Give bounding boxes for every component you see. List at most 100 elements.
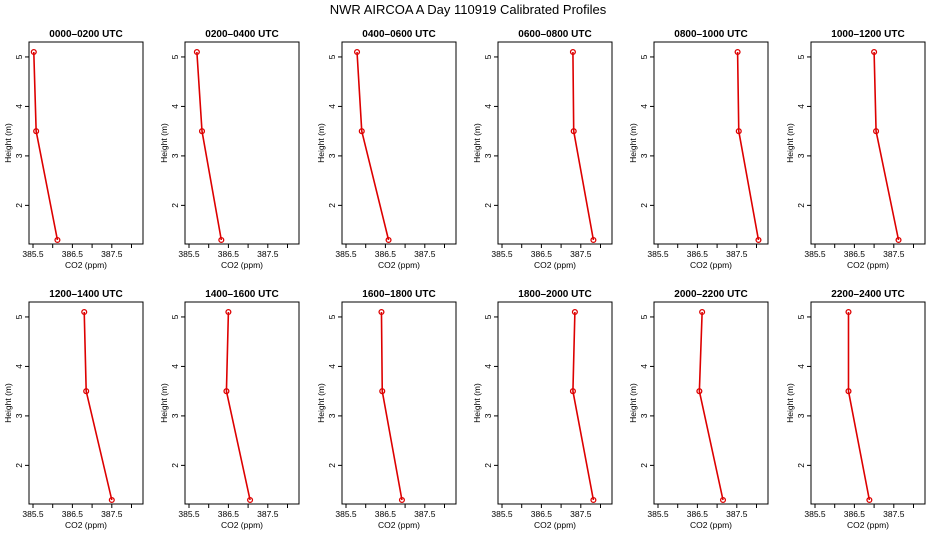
y-tick-label: 3 — [14, 153, 24, 158]
plot-frame — [497, 301, 613, 505]
profile-line — [196, 51, 223, 241]
y-axis-label: Height (m) — [628, 383, 638, 423]
panel-title: 0600–0800 UTC — [518, 29, 591, 40]
y-tick-label: 5 — [639, 314, 649, 319]
y-tick-label: 5 — [483, 314, 493, 319]
plot-frame — [653, 301, 769, 505]
x-axis-label: CO2 (ppm) — [221, 520, 263, 530]
y-axis-label: Height (m) — [785, 383, 795, 423]
profile-line — [83, 311, 113, 501]
plot-frame — [28, 301, 144, 505]
data-point — [755, 236, 762, 244]
data-point — [247, 496, 254, 504]
y-tick-label: 5 — [639, 54, 649, 59]
y-tick-label: 3 — [483, 413, 493, 418]
y-tick-label: 5 — [14, 54, 24, 59]
panel-title: 1800–2000 UTC — [518, 289, 591, 300]
y-axis-label: Height (m) — [472, 123, 482, 163]
y-tick-label: 2 — [796, 463, 806, 468]
y-axis-label: Height (m) — [785, 123, 795, 163]
data-point — [590, 496, 597, 504]
x-tick-label: 386.5 — [844, 249, 866, 259]
y-tick-label: 3 — [639, 153, 649, 158]
y-tick-label: 2 — [639, 463, 649, 468]
x-axis-label: CO2 (ppm) — [65, 520, 107, 530]
x-tick-label: 386.5 — [62, 249, 84, 259]
data-point — [569, 388, 576, 395]
y-tick-label: 2 — [14, 463, 24, 468]
y-tick-label: 2 — [327, 463, 337, 468]
y-tick-label: 4 — [483, 104, 493, 109]
y-axis-label: Height (m) — [159, 383, 169, 423]
data-point — [198, 128, 206, 135]
x-tick-label: 387.5 — [414, 509, 436, 519]
x-tick-label: 385.5 — [647, 249, 669, 259]
x-axis-label: CO2 (ppm) — [847, 520, 889, 530]
y-tick-label: 5 — [170, 54, 180, 59]
profile-line — [736, 51, 760, 241]
y-tick-label: 4 — [14, 104, 24, 109]
x-tick-label: 386.5 — [62, 509, 84, 519]
data-point — [379, 388, 386, 395]
x-tick-label: 385.5 — [804, 509, 826, 519]
x-tick-label: 386.5 — [531, 249, 553, 259]
x-tick-label: 387.5 — [570, 249, 592, 259]
y-tick-label: 3 — [796, 413, 806, 418]
panel-title: 1000–1200 UTC — [831, 29, 904, 40]
y-tick-label: 2 — [170, 203, 180, 208]
data-point — [54, 236, 61, 244]
plot-frame — [653, 41, 769, 245]
y-axis-label: Height (m) — [628, 123, 638, 163]
data-point — [30, 48, 37, 56]
y-tick-label: 4 — [327, 104, 337, 109]
data-point — [696, 388, 703, 395]
data-point — [571, 308, 578, 316]
y-axis-label: Height (m) — [3, 123, 13, 163]
data-point — [873, 128, 880, 135]
x-axis-label: CO2 (ppm) — [378, 520, 420, 530]
data-point — [845, 388, 852, 395]
y-tick-label: 5 — [483, 54, 493, 59]
y-tick-label: 3 — [170, 413, 180, 418]
x-tick-label: 387.5 — [883, 509, 905, 519]
data-point — [866, 496, 873, 504]
x-tick-label: 386.5 — [687, 509, 709, 519]
profile-line — [698, 311, 724, 501]
x-tick-label: 385.5 — [804, 249, 826, 259]
data-point — [223, 388, 230, 395]
x-tick-label: 385.5 — [22, 249, 44, 259]
x-tick-label: 386.5 — [218, 249, 240, 259]
data-point — [398, 496, 405, 504]
x-tick-label: 385.5 — [491, 249, 513, 259]
y-axis-label: Height (m) — [472, 383, 482, 423]
data-point — [378, 308, 385, 316]
x-axis-label: CO2 (ppm) — [534, 260, 576, 270]
data-point — [108, 496, 115, 504]
y-tick-label: 4 — [327, 364, 337, 369]
plot-frame — [184, 301, 300, 505]
x-tick-label: 386.5 — [844, 509, 866, 519]
y-tick-label: 5 — [14, 314, 24, 319]
data-point — [699, 308, 706, 316]
panel-title: 0400–0600 UTC — [362, 29, 435, 40]
x-tick-label: 387.5 — [570, 509, 592, 519]
data-point — [845, 308, 852, 316]
y-tick-label: 4 — [14, 364, 24, 369]
y-tick-label: 3 — [796, 153, 806, 158]
y-axis-label: Height (m) — [159, 123, 169, 163]
data-point — [570, 128, 577, 135]
x-tick-label: 386.5 — [218, 509, 240, 519]
y-tick-label: 4 — [483, 364, 493, 369]
x-tick-label: 387.5 — [726, 249, 748, 259]
x-tick-label: 387.5 — [726, 509, 748, 519]
data-point — [871, 48, 878, 56]
data-point — [218, 236, 225, 244]
y-axis-label: Height (m) — [316, 383, 326, 423]
